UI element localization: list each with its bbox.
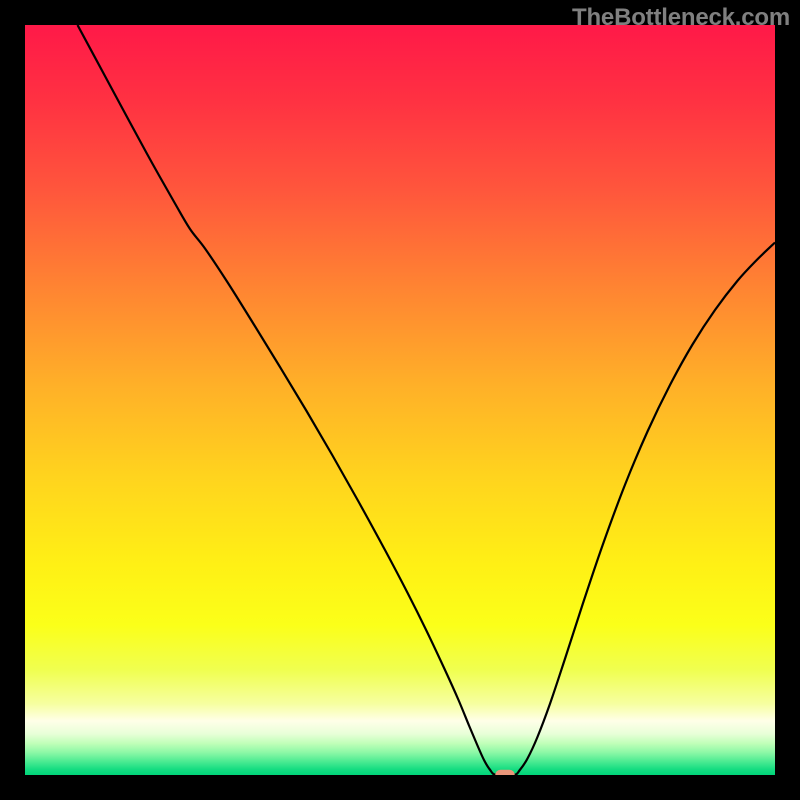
plot-area: [25, 25, 775, 775]
curve-path: [78, 25, 776, 775]
bottleneck-curve: [25, 25, 775, 775]
optimum-marker: [495, 770, 515, 775]
chart-frame: TheBottleneck.com: [0, 0, 800, 800]
